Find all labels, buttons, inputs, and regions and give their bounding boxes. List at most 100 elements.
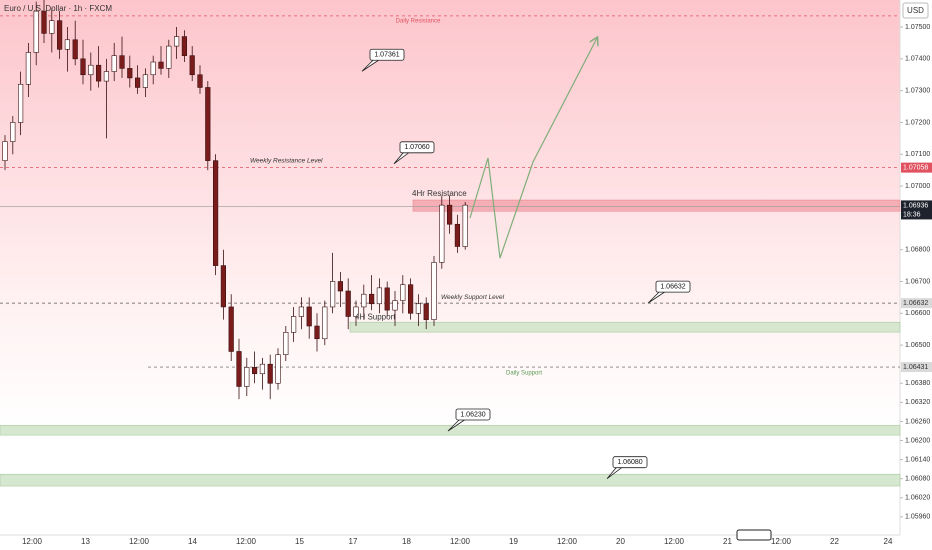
y-tick-label: 1.06200 bbox=[905, 437, 930, 444]
callout-box bbox=[655, 280, 691, 293]
y-tick-label: 1.06320 bbox=[905, 399, 930, 406]
candle-body bbox=[56, 20, 63, 50]
candle-body bbox=[127, 68, 133, 79]
callout-label: 1.06080 bbox=[617, 459, 642, 466]
candle-body bbox=[236, 351, 242, 387]
x-tick-label: 18 bbox=[402, 537, 411, 546]
x-tick-label: 20 bbox=[616, 537, 625, 546]
x-tick-label: 12:00 bbox=[236, 537, 257, 546]
candle-body bbox=[2, 141, 8, 161]
zone bbox=[0, 473, 901, 487]
candle-body bbox=[439, 204, 445, 263]
x-tick-label: 19 bbox=[509, 537, 518, 546]
candle-body bbox=[446, 204, 453, 225]
candle-body bbox=[80, 58, 86, 76]
y-tick-label: 1.05960 bbox=[905, 514, 930, 521]
candle-body bbox=[119, 55, 125, 69]
zone bbox=[349, 321, 901, 333]
candle-body bbox=[322, 306, 328, 340]
candle-body bbox=[368, 293, 375, 305]
callout-box bbox=[455, 408, 491, 421]
plot-background bbox=[0, 0, 900, 535]
candle-body bbox=[353, 306, 359, 317]
candle-body bbox=[33, 10, 39, 53]
x-tick-label: 12:00 bbox=[450, 537, 471, 546]
candle-body bbox=[96, 64, 102, 82]
zone-label: 4Hr Resistance bbox=[412, 189, 467, 198]
candle-body bbox=[228, 306, 234, 352]
y-tick-label: 1.06080 bbox=[905, 476, 930, 483]
level-label: Daily Resistance bbox=[396, 18, 441, 24]
y-tick-label: 1.06140 bbox=[905, 456, 930, 463]
candle-body bbox=[283, 332, 289, 355]
candle-body bbox=[407, 284, 414, 314]
level-label: Weekly Resistance Level bbox=[250, 157, 323, 164]
candle-body bbox=[103, 71, 109, 82]
candle-body bbox=[49, 20, 55, 34]
candle-body bbox=[454, 223, 461, 247]
candle-body bbox=[72, 39, 78, 60]
x-tick-label: 12:00 bbox=[22, 537, 43, 546]
y-tick-label: 1.06260 bbox=[905, 418, 930, 425]
y-tick-label: 1.06800 bbox=[905, 247, 930, 254]
candle-body bbox=[290, 316, 297, 333]
x-tick-label: 14 bbox=[188, 537, 197, 546]
candle-body bbox=[423, 303, 429, 320]
y-tick-label: 1.06380 bbox=[905, 380, 930, 387]
candle-body bbox=[298, 306, 305, 317]
candle-body bbox=[431, 262, 437, 320]
projection-arrow bbox=[469, 38, 597, 259]
y-tick-label: 1.07500 bbox=[905, 24, 930, 31]
candle-body bbox=[275, 354, 281, 384]
candle-body bbox=[25, 52, 32, 85]
candle-body bbox=[306, 306, 312, 327]
candle-body bbox=[88, 64, 94, 76]
candle-body bbox=[314, 325, 320, 340]
x-tick-label: 21 bbox=[723, 537, 732, 546]
candle-body bbox=[415, 303, 422, 314]
zone bbox=[412, 199, 901, 212]
candle-body bbox=[267, 363, 273, 384]
candle-body bbox=[400, 284, 406, 301]
x-tick-label: 12:00 bbox=[129, 537, 150, 546]
candle-body bbox=[158, 61, 164, 69]
level-label: Weekly Support Level bbox=[441, 294, 505, 301]
callout-label: 1.06632 bbox=[660, 283, 685, 290]
y-tick-label: 1.07400 bbox=[905, 56, 930, 63]
candle-body bbox=[361, 293, 367, 308]
x-tick-label: 22 bbox=[830, 537, 839, 546]
candle-body bbox=[213, 160, 219, 266]
x-tick-label: 17 bbox=[349, 537, 358, 546]
zone-label: 4H Support bbox=[355, 312, 396, 321]
candle-body bbox=[384, 287, 390, 311]
zone bbox=[0, 424, 901, 436]
current-price-tag bbox=[901, 200, 932, 220]
candle-body bbox=[220, 265, 227, 308]
y-tick-label: 1.06020 bbox=[905, 495, 930, 502]
candle-body bbox=[10, 122, 16, 142]
axis-tag bbox=[901, 362, 932, 373]
candle-body bbox=[337, 281, 344, 292]
axis-tag bbox=[901, 162, 932, 173]
candle-body bbox=[174, 36, 180, 47]
y-tick-label: 1.06700 bbox=[905, 278, 930, 285]
candle-body bbox=[142, 74, 149, 88]
candle-body bbox=[205, 87, 211, 161]
x-tick-label: 15 bbox=[295, 537, 304, 546]
currency-box[interactable] bbox=[902, 2, 929, 19]
axis-tag-label: 1.06632 bbox=[903, 300, 928, 307]
callout-label: 1.07361 bbox=[374, 52, 399, 59]
price-axis bbox=[900, 0, 932, 550]
y-tick-label: 1.06600 bbox=[905, 310, 930, 317]
candle-body bbox=[64, 39, 70, 50]
callout-label: 1.06230 bbox=[460, 411, 485, 418]
candle-body bbox=[376, 287, 383, 305]
candle-body bbox=[41, 10, 47, 34]
chart-title: Euro / U.S. Dollar · 1h · FXCM bbox=[4, 4, 112, 13]
y-tick-label: 1.07300 bbox=[905, 87, 930, 94]
current-price: 1.06936 bbox=[903, 202, 928, 209]
currency: USD bbox=[907, 6, 924, 15]
candle-body bbox=[244, 367, 250, 387]
x-tick-label: 24 bbox=[884, 537, 893, 546]
